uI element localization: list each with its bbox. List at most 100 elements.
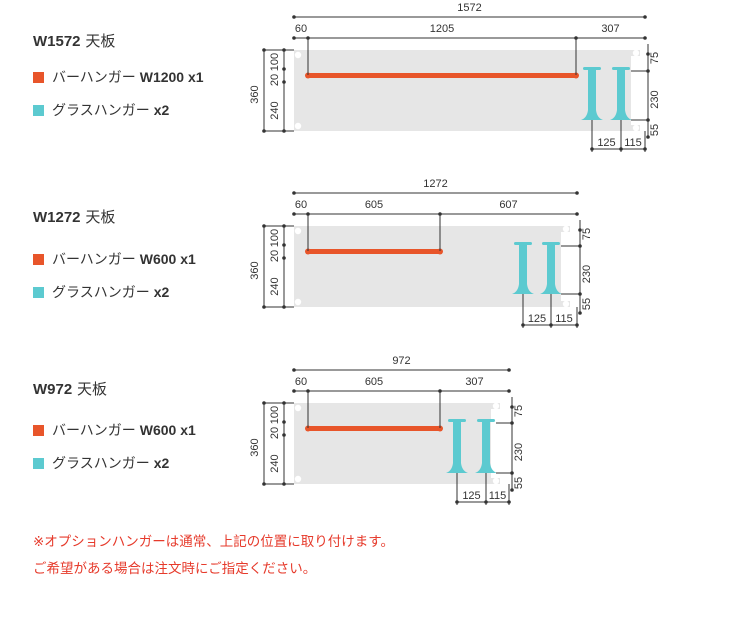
dimension-tick [282, 48, 286, 52]
dimension-tick [646, 135, 650, 139]
mount-hole [294, 122, 302, 130]
bar-hanger-end [437, 248, 443, 255]
board-title-w1572: W1572 天板 [33, 32, 116, 50]
dimension-tick [292, 212, 296, 216]
dim-bar-length: 1205 [430, 23, 454, 35]
dim-bar-length: 605 [365, 199, 383, 211]
dim-bar-width: 20 [269, 250, 281, 262]
bar-hanger-end [437, 425, 443, 432]
dim-bottom-offset: 240 [269, 277, 281, 295]
dim-glass-edge: 115 [489, 490, 507, 502]
tabletop-panel [294, 403, 500, 484]
bar-hanger [308, 249, 440, 254]
glass-hanger-stem [519, 244, 527, 288]
glass-hanger-top [448, 419, 466, 422]
dim-glass-length: 230 [581, 265, 593, 283]
glass-hanger-stem [547, 244, 555, 288]
dimension-tick [455, 500, 459, 504]
dimension-tick [575, 323, 579, 327]
dim-glass-length: 230 [649, 90, 661, 108]
dim-bar-width: 20 [269, 427, 281, 439]
dim-bottom-offset: 240 [269, 454, 281, 472]
dimension-tick [282, 67, 286, 71]
dim-right-section: 307 [465, 376, 483, 388]
glass-hanger-top [583, 67, 601, 70]
legend-bar-hanger: バーハンガー W600 x1 [33, 249, 196, 269]
dim-glass-top: 75 [581, 228, 593, 240]
dimension-tick [507, 389, 511, 393]
glass-hanger-base [540, 284, 562, 294]
dim-glass-length: 230 [513, 443, 525, 461]
glass-hanger-base [610, 110, 632, 120]
glass-hanger-base [581, 110, 603, 120]
dim-top-offset: 100 [269, 53, 281, 71]
dimension-tick [507, 368, 511, 372]
dim-glass-edge: 115 [555, 313, 573, 325]
dimension-tick [507, 500, 511, 504]
dim-depth: 360 [249, 261, 261, 279]
dimension-tick [590, 147, 594, 151]
bar-hanger [308, 73, 576, 78]
dimension-tick [510, 405, 514, 409]
glass-hanger-top [542, 242, 560, 245]
dim-glass-gap: 125 [462, 490, 480, 502]
dim-left-margin: 60 [295, 23, 307, 35]
mount-hole [294, 475, 302, 483]
dim-bottom-offset: 240 [269, 101, 281, 119]
glass-hanger-top [514, 242, 532, 245]
glass-hanger-base [446, 463, 468, 473]
dimension-tick [578, 228, 582, 232]
bar-hanger-end [573, 72, 579, 79]
dimension-tick [521, 323, 525, 327]
legend-glass-hanger: グラスハンガー x2 [33, 282, 169, 302]
mount-hole [632, 49, 640, 57]
dim-glass-top: 75 [513, 405, 525, 417]
dim-left-margin: 60 [295, 199, 307, 211]
dimension-tick [282, 305, 286, 309]
legend-glass-hanger: グラスハンガー x2 [33, 453, 169, 473]
glass-hanger-base [512, 284, 534, 294]
dimension-tick [282, 420, 286, 424]
board-title-w972: W972 天板 [33, 380, 107, 398]
dim-glass-top: 75 [649, 52, 661, 64]
legend-bar-hanger: バーハンガー W600 x1 [33, 420, 196, 440]
bar-hanger-swatch [33, 424, 44, 436]
glass-hanger [512, 242, 534, 294]
glass-hanger-stem [453, 421, 461, 467]
dimension-tick [292, 15, 296, 19]
glass-hanger-stem [617, 69, 625, 114]
dim-depth: 360 [249, 85, 261, 103]
glass-hanger-top [477, 419, 495, 422]
dimension-tick [282, 80, 286, 84]
dim-total-width: 1272 [423, 178, 447, 190]
dim-glass-bottom: 55 [513, 477, 525, 489]
dim-glass-gap: 125 [597, 137, 615, 149]
dimension-tick [510, 488, 514, 492]
dimension-tick [578, 311, 582, 315]
dimension-tick [575, 191, 579, 195]
dimension-tick [643, 36, 647, 40]
dim-glass-bottom: 55 [581, 298, 593, 310]
dimension-tick [282, 129, 286, 133]
dimension-tick [549, 323, 553, 327]
dimension-tick [292, 191, 296, 195]
bar-hanger-end [305, 72, 311, 79]
dim-bar-length: 605 [365, 376, 383, 388]
dimension-tick [643, 15, 647, 19]
glass-hanger [610, 67, 632, 120]
glass-hanger-top [612, 67, 630, 70]
dim-bar-width: 20 [269, 74, 281, 86]
bar-hanger-end [305, 248, 311, 255]
dimension-tick [282, 401, 286, 405]
dim-glass-bottom: 55 [649, 124, 661, 136]
dimension-tick [619, 147, 623, 151]
dimension-tick [646, 52, 650, 56]
dim-total-width: 972 [392, 355, 410, 367]
legend-glass-hanger: グラスハンガー x2 [33, 100, 169, 120]
dimension-tick [484, 500, 488, 504]
mount-hole [294, 404, 302, 412]
mount-hole [492, 402, 500, 410]
mount-hole [562, 300, 570, 308]
mount-hole [632, 124, 640, 132]
